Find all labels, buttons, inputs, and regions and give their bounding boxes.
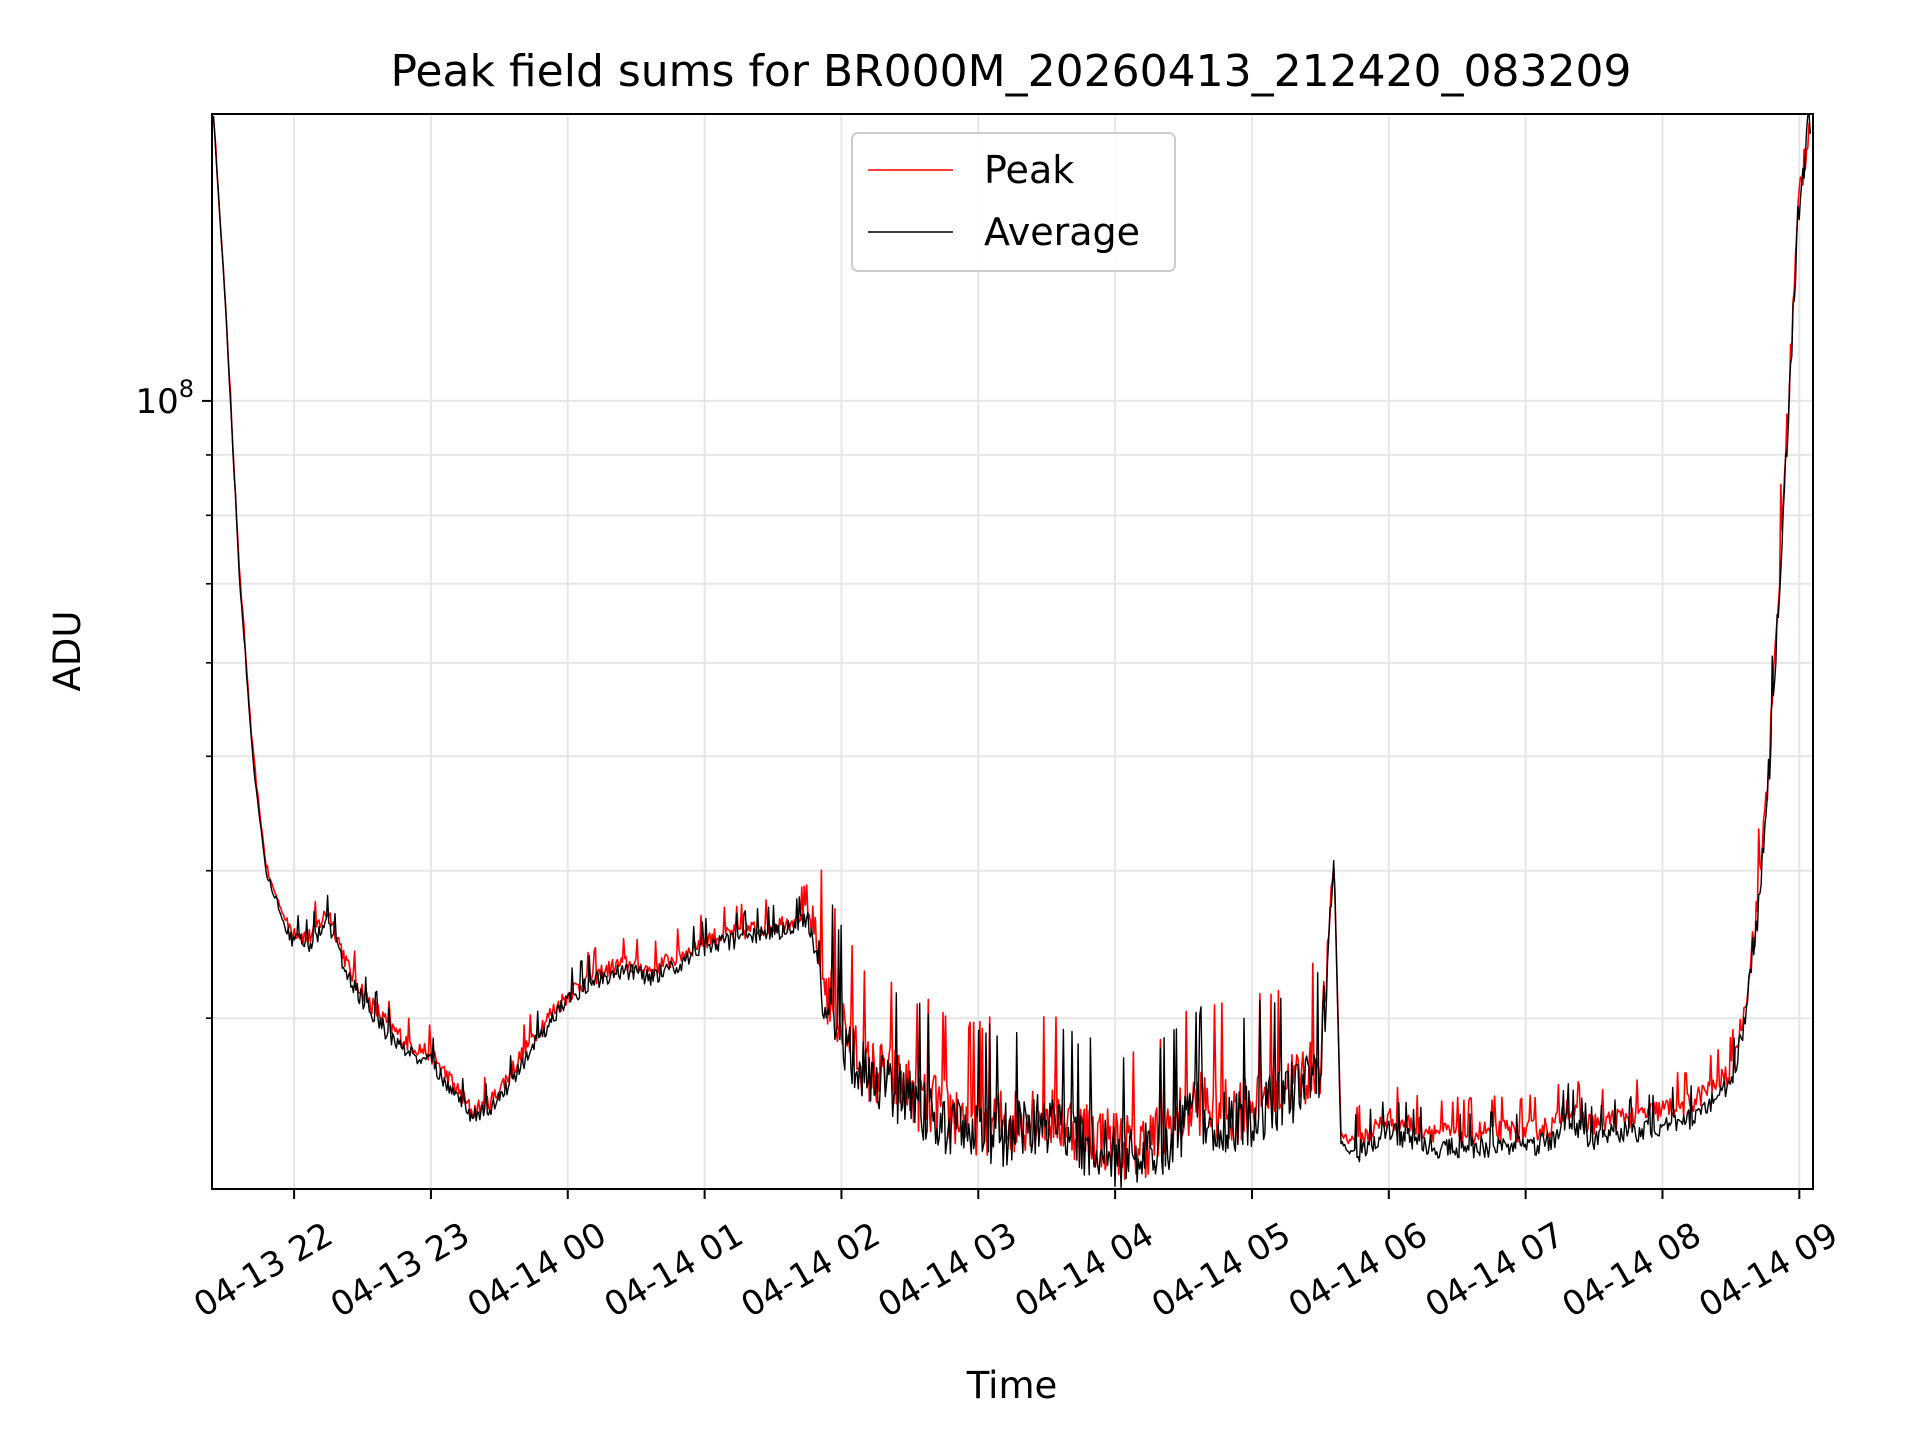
plot-area-frame (211, 113, 1814, 1190)
y-tick-label-exponent: 8 (179, 375, 194, 403)
legend-average-label: Average (984, 210, 1140, 254)
series-layer (212, 114, 1812, 1189)
legend: Peak Average (851, 132, 1176, 272)
y-tick-label-base: 10 (135, 382, 178, 422)
x-axis-label: Time (966, 1364, 1058, 1407)
y-axis-label: ADU (46, 611, 89, 692)
chart-title: Peak field sums for BR000M_20260413_2124… (390, 46, 1631, 97)
y-tick-label-0: 108 (135, 375, 194, 422)
series-average-line (212, 114, 1811, 1189)
grid (212, 114, 1813, 1189)
legend-peak-label: Peak (984, 148, 1074, 192)
legend-box (851, 132, 1176, 272)
series-peak-line (212, 115, 1812, 1180)
